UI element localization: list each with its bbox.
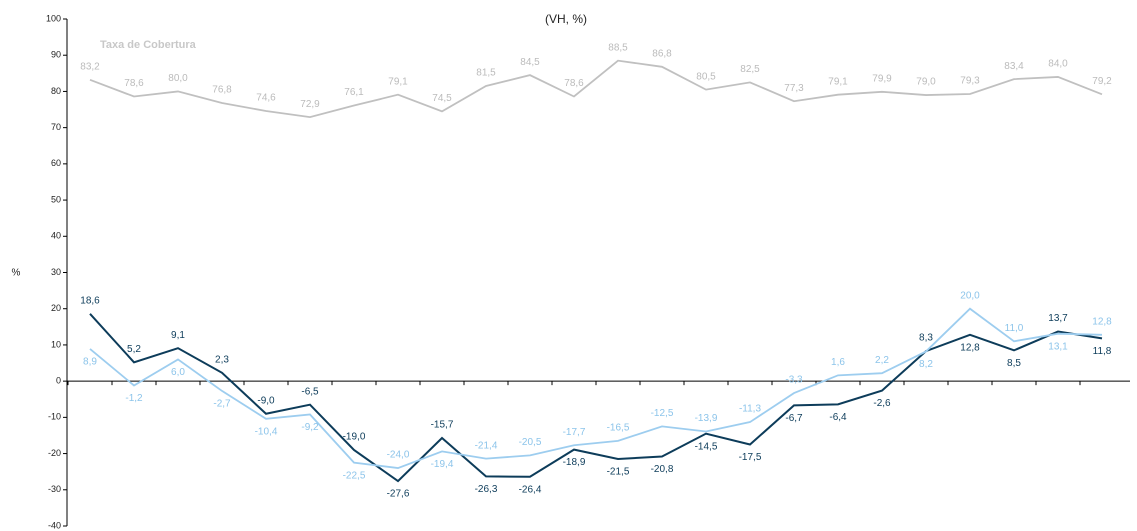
data-label: 86,8 — [652, 48, 672, 59]
data-label: 2,2 — [875, 355, 889, 366]
y-tick-label: 0 — [56, 376, 61, 386]
data-label: -9,2 — [301, 422, 319, 433]
data-label: -24,0 — [387, 450, 410, 461]
series-line — [89, 59, 1103, 119]
data-label: -17,7 — [563, 427, 586, 438]
y-tick-label: 70 — [51, 122, 61, 132]
data-label: 76,8 — [212, 85, 232, 96]
data-label: 8,3 — [919, 333, 933, 344]
data-label: 11,8 — [1093, 346, 1112, 357]
data-label: -26,3 — [475, 484, 498, 495]
data-label: 79,1 — [828, 76, 848, 87]
data-label: 76,1 — [344, 87, 364, 98]
data-label: 79,3 — [960, 76, 980, 87]
data-label: 88,5 — [608, 42, 628, 53]
data-label: -1,2 — [125, 393, 143, 404]
y-tick-label: 20 — [51, 303, 61, 313]
data-label: -20,5 — [519, 437, 542, 448]
data-label: -20,8 — [651, 464, 674, 475]
data-label: 13,7 — [1048, 313, 1068, 324]
data-label: 11,0 — [1005, 323, 1024, 334]
data-label: -6,4 — [829, 412, 847, 423]
data-label: -13,9 — [695, 413, 718, 424]
y-tick-label: -40 — [48, 520, 61, 530]
y-tick-label: -20 — [48, 448, 61, 458]
series-line — [89, 307, 1103, 469]
data-label: -6,7 — [785, 413, 803, 424]
data-label: 79,9 — [872, 73, 892, 84]
data-label: 84,0 — [1048, 59, 1068, 70]
y-tick-label: 80 — [51, 86, 61, 96]
data-label: -21,4 — [475, 440, 498, 451]
series-line — [89, 313, 1103, 483]
chart-title: (VH, %) — [545, 12, 587, 26]
data-label: 12,8 — [960, 342, 980, 353]
y-axis-label: % — [12, 268, 21, 279]
y-tick-label: 90 — [51, 50, 61, 60]
data-label: 6,0 — [171, 367, 185, 378]
data-label: -2,6 — [873, 398, 891, 409]
series-annotation: Taxa de Cobertura — [100, 39, 197, 51]
data-label: 82,5 — [740, 64, 760, 75]
data-label: -21,5 — [607, 467, 630, 478]
data-label: -3,3 — [785, 375, 803, 386]
data-label: 8,9 — [83, 357, 97, 368]
data-label: 72,9 — [300, 99, 320, 110]
data-label: -19,4 — [431, 459, 454, 470]
y-tick-label: 50 — [51, 194, 61, 204]
data-label: -14,5 — [695, 441, 718, 452]
data-label: -17,5 — [739, 452, 762, 463]
data-label: -16,5 — [607, 423, 630, 434]
data-label: 78,6 — [564, 78, 584, 89]
data-label: -6,5 — [301, 386, 319, 397]
data-label: 2,3 — [215, 354, 229, 365]
data-label: -18,9 — [563, 457, 586, 468]
data-label: 9,1 — [171, 330, 185, 341]
data-label: 77,3 — [784, 83, 804, 94]
data-label: 18,6 — [80, 295, 100, 306]
y-tick-label: 30 — [51, 267, 61, 277]
data-label: 8,2 — [919, 359, 933, 370]
data-label: -19,0 — [343, 432, 366, 443]
data-label: -2,7 — [213, 399, 231, 410]
data-label: 20,0 — [960, 290, 980, 301]
data-label: 79,1 — [388, 76, 408, 87]
data-label: 12,8 — [1092, 316, 1112, 327]
data-label: 84,5 — [520, 57, 540, 68]
data-label: -11,3 — [739, 404, 761, 415]
y-tick-label: 100 — [46, 13, 61, 23]
data-label: -26,4 — [519, 484, 542, 495]
data-label: 81,5 — [476, 68, 496, 79]
data-label: 78,6 — [124, 78, 144, 89]
y-tick-label: 40 — [51, 231, 61, 241]
data-label: 8,5 — [1007, 358, 1021, 369]
data-label: 79,2 — [1092, 76, 1112, 87]
data-label: 1,6 — [831, 357, 845, 368]
data-label: -10,4 — [255, 426, 278, 437]
data-label: 74,6 — [256, 93, 276, 104]
y-tick-label: -10 — [48, 412, 61, 422]
data-label: 80,0 — [168, 73, 188, 84]
data-label: -15,7 — [431, 420, 454, 431]
data-label: -9,0 — [257, 395, 275, 406]
data-label: 79,0 — [916, 77, 936, 88]
data-label: 5,2 — [127, 344, 141, 355]
data-label: 83,4 — [1004, 61, 1024, 72]
data-label: 13,1 — [1048, 341, 1068, 352]
data-label: -27,6 — [387, 489, 410, 500]
y-tick-label: 10 — [51, 339, 61, 349]
data-label: -22,5 — [343, 470, 366, 481]
data-label: 83,2 — [80, 61, 100, 72]
data-label: 80,5 — [696, 71, 716, 82]
y-tick-label: -30 — [48, 484, 61, 494]
data-label: 74,5 — [432, 93, 452, 104]
y-tick-label: 60 — [51, 158, 61, 168]
data-label: -12,5 — [651, 408, 674, 419]
